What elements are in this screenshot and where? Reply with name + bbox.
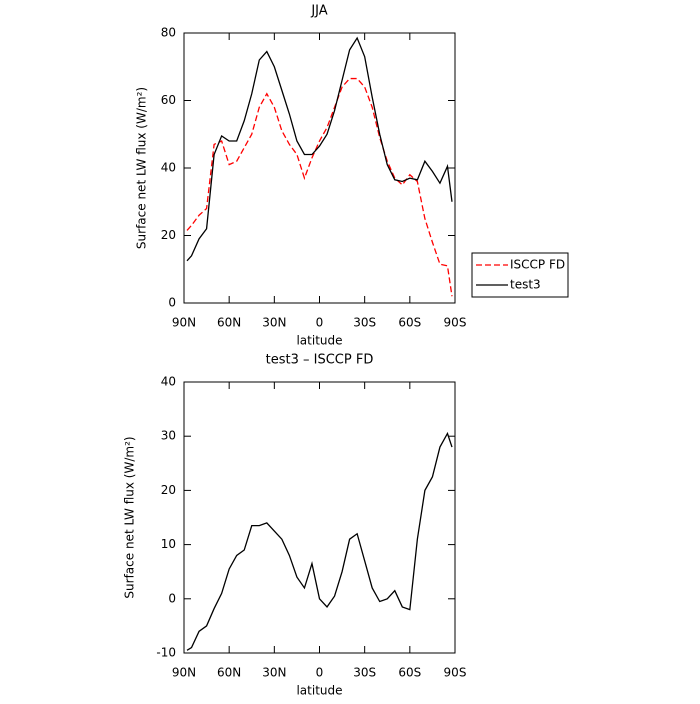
y-tick-label: 20: [161, 483, 176, 497]
x-axis-label: latitude: [296, 334, 342, 348]
x-tick-label: 90S: [444, 666, 467, 680]
plot-frame: [183, 32, 456, 304]
y-tick-label: 40: [161, 375, 176, 389]
y-axis-label: Surface net LW flux (W/m²): [135, 87, 149, 249]
data-line: [186, 77, 453, 297]
y-axis-label: Surface net LW flux (W/m²): [123, 436, 137, 598]
x-axis-label: latitude: [296, 684, 342, 698]
plot-frame: [183, 381, 456, 654]
x-tick-label: 60N: [217, 666, 241, 680]
data-line: [186, 36, 453, 262]
x-tick-label: 30N: [262, 666, 286, 680]
legend-box: [471, 252, 569, 298]
legend-label: test3: [510, 278, 541, 292]
y-tick-label: -10: [156, 646, 176, 660]
y-tick-label: 0: [168, 591, 176, 605]
chart-title: test3 – ISCCP FD: [266, 353, 374, 368]
x-tick-label: 0: [316, 316, 324, 330]
x-tick-label: 90N: [172, 666, 196, 680]
y-tick-label: 80: [161, 26, 176, 40]
x-tick-label: 30S: [353, 666, 376, 680]
x-tick-label: 60N: [217, 316, 241, 330]
x-tick-label: 60S: [398, 316, 421, 330]
x-tick-label: 60S: [398, 666, 421, 680]
x-tick-label: 30N: [262, 316, 286, 330]
x-tick-label: 90N: [172, 316, 196, 330]
y-tick-label: 10: [161, 537, 176, 551]
y-tick-label: 30: [161, 429, 176, 443]
legend-label: ISCCP FD: [510, 258, 565, 272]
x-tick-label: 90S: [444, 316, 467, 330]
x-tick-label: 0: [316, 666, 324, 680]
chart-title: JJA: [310, 4, 327, 19]
x-tick-label: 30S: [353, 316, 376, 330]
y-tick-label: 0: [168, 296, 176, 310]
y-tick-label: 40: [161, 161, 176, 175]
y-tick-label: 60: [161, 93, 176, 107]
data-line: [186, 431, 453, 651]
y-tick-label: 20: [161, 228, 176, 242]
